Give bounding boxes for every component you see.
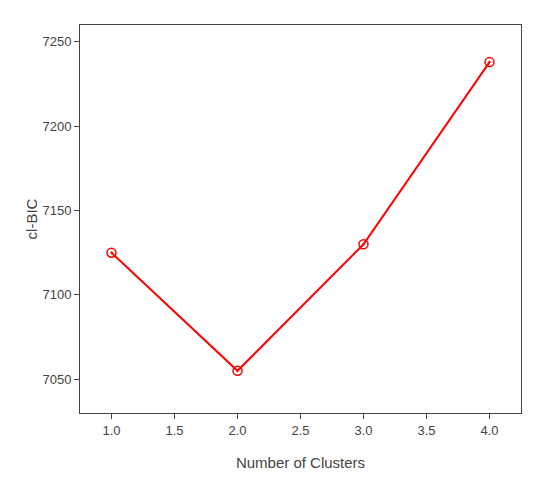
- svg-text:Number of Clusters: Number of Clusters: [236, 454, 365, 471]
- svg-text:4.0: 4.0: [480, 423, 498, 438]
- svg-text:3.0: 3.0: [354, 423, 372, 438]
- svg-text:1.5: 1.5: [165, 423, 183, 438]
- svg-text:1.0: 1.0: [102, 423, 120, 438]
- svg-text:7200: 7200: [42, 119, 71, 134]
- svg-text:cl-BIC: cl-BIC: [23, 198, 40, 239]
- svg-text:7100: 7100: [42, 287, 71, 302]
- svg-text:2.0: 2.0: [228, 423, 246, 438]
- svg-text:2.5: 2.5: [291, 423, 309, 438]
- svg-text:3.5: 3.5: [417, 423, 435, 438]
- svg-text:7150: 7150: [42, 203, 71, 218]
- svg-text:7250: 7250: [42, 34, 71, 49]
- svg-text:7050: 7050: [42, 372, 71, 387]
